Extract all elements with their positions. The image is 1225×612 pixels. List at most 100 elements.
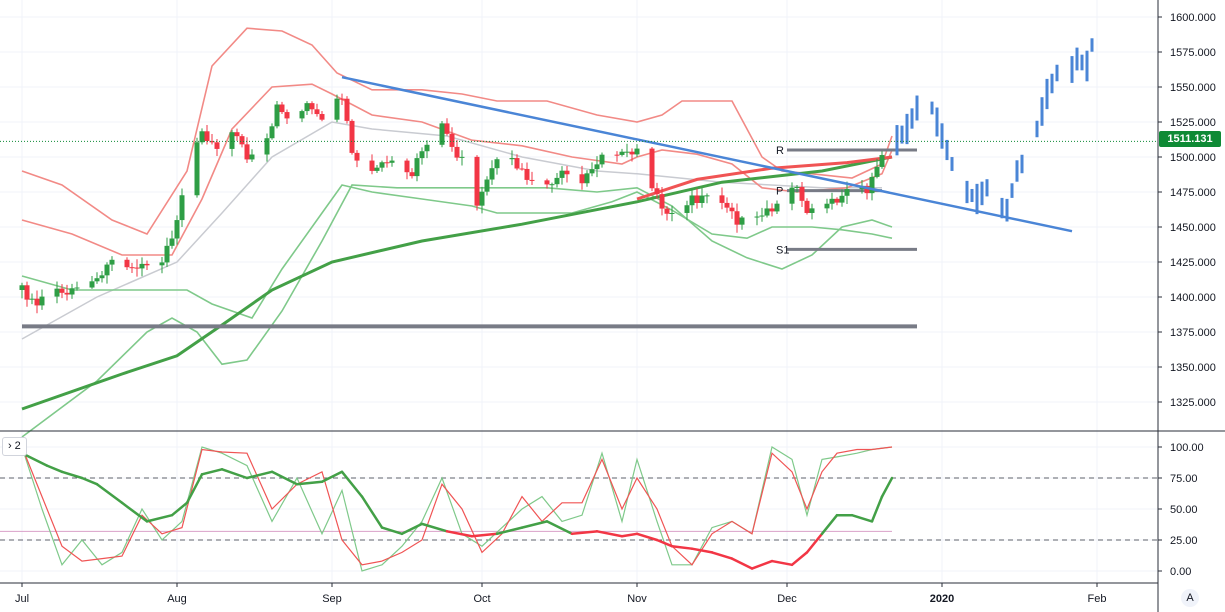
candle-body: [129, 267, 135, 269]
candle-body: [624, 151, 630, 153]
candle-body: [139, 263, 145, 269]
candle-body: [594, 164, 600, 170]
candle-body: [124, 259, 130, 268]
oscillator-line-slow-segment: [245, 470, 274, 480]
oscillator-line-slow-segment: [200, 468, 224, 476]
oscillator-tick-label: 100.00: [1170, 442, 1204, 454]
oscillator-line-slow-segment: [520, 520, 549, 529]
price-axis[interactable]: 1325.000 1350.000 1375.000 1400.000 1425.000…: [1158, 12, 1216, 409]
price-tick-label: 1475.000: [1170, 187, 1216, 199]
oscillator-line-slow-segment: [635, 532, 659, 542]
oscillator-line-slow-segment: [820, 513, 839, 536]
price-tick-label: 1500.000: [1170, 152, 1216, 164]
candle-body: [489, 168, 495, 180]
indicator-line-ma-long: [21, 155, 893, 411]
candle-body: [659, 194, 665, 209]
time-tick-label: 2020: [930, 593, 954, 605]
indicator-pane-tag[interactable]: › 2: [2, 437, 27, 456]
oscillator-plot[interactable]: [0, 446, 1158, 572]
candle-body: [554, 177, 560, 185]
candle-body: [39, 296, 45, 306]
candle-body: [369, 160, 375, 171]
oscillator-line-slow-segment: [470, 532, 499, 538]
candle-body: [589, 169, 595, 174]
level-label: S1: [776, 244, 789, 256]
candle-body: [194, 142, 200, 196]
candle-body: [234, 132, 240, 137]
candle-body: [544, 180, 550, 185]
candle-body: [239, 136, 245, 145]
candle-body: [179, 195, 185, 221]
candle-body: [104, 264, 110, 276]
candle-body: [409, 172, 415, 177]
candle-body: [514, 158, 520, 169]
oscillator-line-slow-segment: [595, 530, 624, 538]
candle-body: [199, 131, 205, 143]
candle-body: [269, 126, 275, 139]
candle-body: [524, 168, 530, 180]
candle-body: [559, 170, 565, 178]
oscillator-line-slow-segment: [340, 470, 364, 498]
candle-body: [699, 195, 705, 203]
last-price-badge: 1511.131: [1159, 131, 1221, 147]
candle-body: [804, 200, 810, 213]
candle-body: [619, 151, 625, 155]
candle-body: [664, 208, 670, 214]
candle-body: [299, 111, 305, 119]
candle-body: [454, 146, 460, 158]
oscillator-line-slow-segment: [730, 557, 754, 570]
auto-scale-button[interactable]: A: [1181, 589, 1199, 607]
candle-body: [374, 167, 380, 171]
candle-body: [869, 176, 875, 194]
trendline[interactable]: [341, 75, 1073, 233]
candle-body: [774, 203, 780, 212]
price-plot[interactable]: R P S1: [0, 27, 1158, 438]
oscillator-line-slow-segment: [80, 476, 99, 486]
candle-body: [879, 155, 885, 167]
oscillator-line-slow-segment: [805, 532, 824, 554]
candle-body: [689, 195, 695, 206]
oscillator-tick-label: 50.00: [1170, 504, 1198, 516]
time-axis[interactable]: Jul Aug Sep Oct Nov Dec 2020 Feb: [15, 583, 1107, 605]
candle-body: [169, 238, 175, 246]
price-tick-label: 1325.000: [1170, 397, 1216, 409]
candle-body: [109, 259, 115, 265]
price-tick-label: 1525.000: [1170, 117, 1216, 129]
price-tick-label: 1575.000: [1170, 47, 1216, 59]
candle-body: [314, 109, 320, 115]
candle-body: [564, 170, 570, 175]
oscillator-line-slow-segment: [570, 530, 599, 536]
level-label: R: [776, 145, 784, 157]
indicator-line-ma-grey: [21, 121, 882, 340]
pane-tag-label: 2: [14, 440, 21, 452]
candle-body: [509, 158, 515, 160]
candle-body: [419, 151, 425, 159]
oscillator-line-slow-segment: [620, 532, 639, 538]
candle-body: [864, 185, 870, 194]
candle-body: [824, 203, 830, 209]
candle-body: [629, 151, 635, 155]
candle-body: [704, 195, 710, 197]
candle-body: [809, 208, 815, 213]
candle-body: [754, 216, 760, 218]
price-tick-label: 1350.000: [1170, 362, 1216, 374]
oscillator-line-slow-segment: [320, 470, 344, 483]
oscillator-tick-label: 25.00: [1170, 535, 1198, 547]
candle-body: [519, 168, 525, 170]
oscillator-axis[interactable]: 0.00 25.00 50.00 75.00 100.00: [1158, 442, 1204, 578]
oscillator-line-slow-segment: [380, 526, 404, 536]
oscillator-line-slow-segment: [445, 530, 474, 538]
candle-body: [579, 174, 585, 184]
oscillator-line-slow-segment: [710, 551, 734, 560]
candle-body: [34, 298, 40, 306]
price-tick-label: 1375.000: [1170, 327, 1216, 339]
candle-body: [99, 275, 105, 279]
candle-body: [389, 160, 395, 163]
candle-body: [69, 288, 75, 295]
oscillator-line-slow-segment: [185, 473, 204, 505]
indicator-line-bb-mid: [21, 83, 893, 256]
candle-body: [669, 212, 675, 214]
candle-body: [279, 104, 285, 113]
chevron-right-icon[interactable]: ›: [8, 440, 12, 452]
